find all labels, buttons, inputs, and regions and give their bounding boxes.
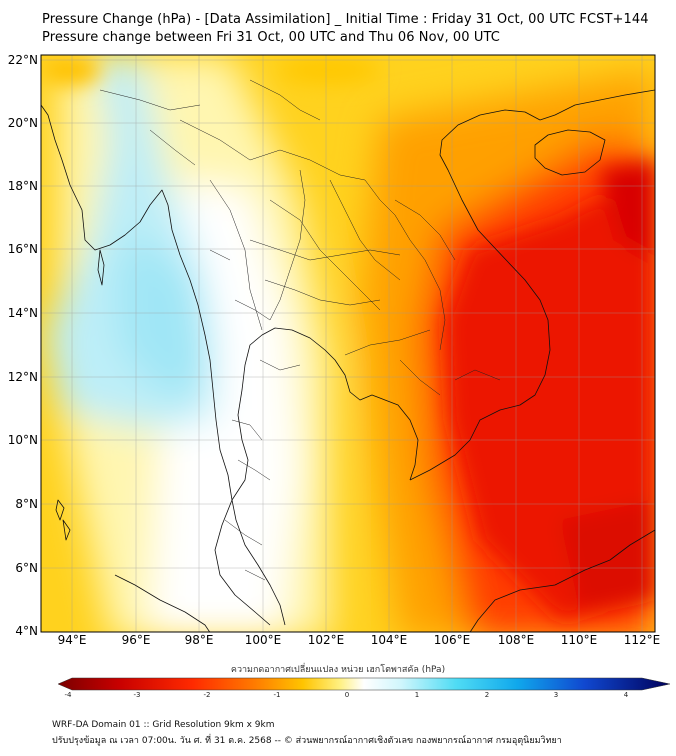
lat-tick-22n: 22°N: [7, 53, 38, 67]
lon-tick-100e: 100°E: [244, 633, 282, 647]
footer-update-info: ปรับปรุงข้อมูล ณ เวลา 07:00น. วัน ศ. ที่…: [52, 736, 562, 746]
gridlines: [41, 55, 655, 633]
colorbar-tick: -4: [64, 691, 72, 699]
colorbar-tick: -3: [133, 691, 141, 699]
lat-tick-12n: 12°N: [7, 370, 38, 384]
map-title: Pressure Change (hPa) - [Data Assimilati…: [42, 12, 649, 27]
footer-domain-info: WRF-DA Domain 01 :: Grid Resolution 9km …: [52, 720, 275, 730]
lon-tick-96e: 96°E: [121, 633, 151, 647]
colorbar-tick: 1: [414, 691, 420, 699]
lat-tick-20n: 20°N: [7, 116, 38, 130]
lat-tick-6n: 6°N: [15, 561, 38, 575]
lat-tick-16n: 16°N: [7, 242, 38, 256]
lon-tick-112e: 112°E: [623, 633, 661, 647]
lat-tick-4n: 4°N: [15, 624, 38, 638]
colorbar-tick: -2: [203, 691, 211, 699]
colorbar-tick: 3: [553, 691, 559, 699]
colorbar: [57, 677, 671, 691]
lat-tick-18n: 18°N: [7, 179, 38, 193]
map-subtitle: Pressure change between Fri 31 Oct, 00 U…: [42, 30, 500, 45]
lon-tick-106e: 106°E: [433, 633, 471, 647]
colorbar-label: ความกดอากาศเปลี่ยนแปลง หน่วย เฮกโตพาสคัล…: [230, 665, 446, 675]
lat-tick-10n: 10°N: [7, 433, 38, 447]
colorbar-tick: 0: [344, 691, 350, 699]
pressure-field: [41, 55, 655, 632]
lat-tick-14n: 14°N: [7, 306, 38, 320]
lon-tick-102e: 102°E: [307, 633, 345, 647]
lon-tick-110e: 110°E: [560, 633, 598, 647]
province-borders: [99, 79, 501, 581]
lat-tick-8n: 8°N: [15, 497, 38, 511]
lon-tick-108e: 108°E: [497, 633, 535, 647]
colorbar-tick: 2: [484, 691, 490, 699]
lon-tick-104e: 104°E: [370, 633, 408, 647]
colorbar-tick: 4: [623, 691, 629, 699]
lon-tick-98e: 98°E: [184, 633, 214, 647]
colorbar-tick: -1: [273, 691, 281, 699]
plot-frame: [40, 54, 656, 633]
coastlines: [41, 89, 655, 632]
lon-tick-94e: 94°E: [57, 633, 87, 647]
